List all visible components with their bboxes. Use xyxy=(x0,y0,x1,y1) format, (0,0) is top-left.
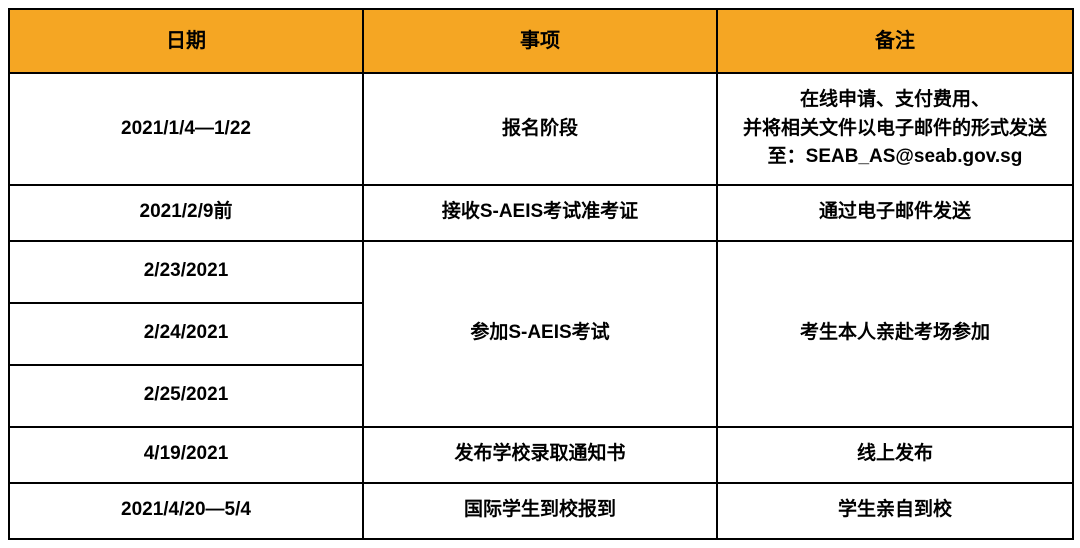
cell-note: 线上发布 xyxy=(717,427,1073,483)
header-note: 备注 xyxy=(717,9,1073,73)
cell-note: 在线申请、支付费用、 并将相关文件以电子邮件的形式发送 至：SEAB_AS@se… xyxy=(717,73,1073,185)
note-line: 并将相关文件以电子邮件的形式发送 xyxy=(726,115,1064,144)
header-item: 事项 xyxy=(363,9,717,73)
table-header-row: 日期 事项 备注 xyxy=(9,9,1073,73)
table-row: 2021/1/4—1/22 报名阶段 在线申请、支付费用、 并将相关文件以电子邮… xyxy=(9,73,1073,185)
note-line: 至：SEAB_AS@seab.gov.sg xyxy=(726,143,1064,172)
cell-note: 考生本人亲赴考场参加 xyxy=(717,241,1073,427)
table-row: 2021/4/20—5/4 国际学生到校报到 学生亲自到校 xyxy=(9,483,1073,539)
cell-date: 4/19/2021 xyxy=(9,427,363,483)
cell-note: 通过电子邮件发送 xyxy=(717,185,1073,241)
table-row: 4/19/2021 发布学校录取通知书 线上发布 xyxy=(9,427,1073,483)
cell-item: 接收S-AEIS考试准考证 xyxy=(363,185,717,241)
cell-item: 报名阶段 xyxy=(363,73,717,185)
cell-date: 2021/1/4—1/22 xyxy=(9,73,363,185)
cell-item: 国际学生到校报到 xyxy=(363,483,717,539)
table-row: 2/23/2021 参加S-AEIS考试 考生本人亲赴考场参加 xyxy=(9,241,1073,303)
note-line: 在线申请、支付费用、 xyxy=(726,86,1064,115)
cell-note: 学生亲自到校 xyxy=(717,483,1073,539)
cell-date: 2/24/2021 xyxy=(9,303,363,365)
cell-item: 参加S-AEIS考试 xyxy=(363,241,717,427)
header-date: 日期 xyxy=(9,9,363,73)
cell-date: 2021/4/20—5/4 xyxy=(9,483,363,539)
cell-date: 2/23/2021 xyxy=(9,241,363,303)
cell-item: 发布学校录取通知书 xyxy=(363,427,717,483)
table-row: 2021/2/9前 接收S-AEIS考试准考证 通过电子邮件发送 xyxy=(9,185,1073,241)
schedule-table: 日期 事项 备注 2021/1/4—1/22 报名阶段 在线申请、支付费用、 并… xyxy=(8,8,1074,540)
cell-date: 2/25/2021 xyxy=(9,365,363,427)
cell-date: 2021/2/9前 xyxy=(9,185,363,241)
